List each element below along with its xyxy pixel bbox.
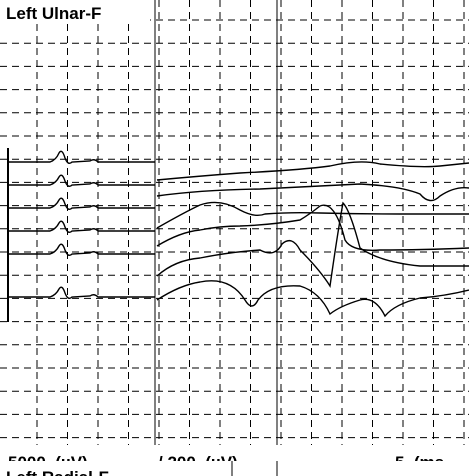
trace xyxy=(156,183,469,202)
next-panel-title: Left Radial-F xyxy=(6,468,109,476)
trace xyxy=(156,161,469,181)
traces xyxy=(8,150,469,318)
trace xyxy=(8,243,155,257)
trace xyxy=(156,201,469,229)
trace xyxy=(8,197,155,211)
panel-title: Left Ulnar-F xyxy=(6,4,101,23)
trace xyxy=(8,286,155,300)
trace xyxy=(8,174,155,188)
title-bg xyxy=(0,0,150,24)
trace xyxy=(8,150,155,165)
trace xyxy=(156,204,469,251)
trace xyxy=(156,201,469,288)
grid xyxy=(0,0,469,445)
next-bg xyxy=(0,461,469,476)
trace xyxy=(8,220,155,234)
trace xyxy=(156,280,469,318)
